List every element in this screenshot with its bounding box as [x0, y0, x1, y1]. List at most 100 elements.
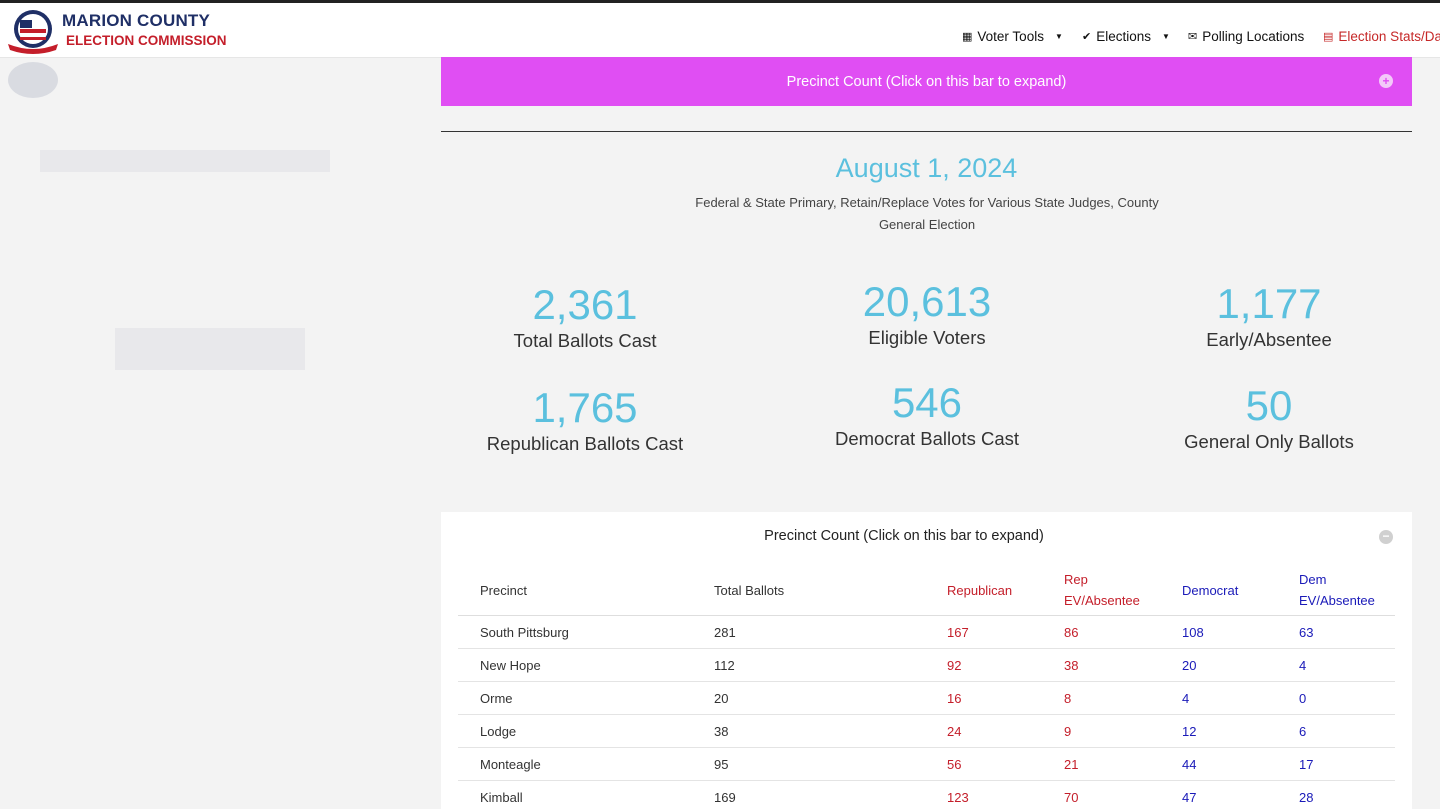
cell-rep-ev: 70	[1042, 780, 1160, 809]
cell-dem-ev: 0	[1277, 681, 1395, 715]
cell-republican: 167	[925, 615, 1042, 649]
cell-rep-ev: 38	[1042, 648, 1160, 682]
nav-elections-label: Elections	[1096, 29, 1151, 44]
election-description: Federal & State Primary, Retain/Replace …	[695, 195, 1159, 232]
cell-total: 169	[692, 780, 925, 809]
stat-value: 1,765	[532, 384, 638, 431]
col-republican[interactable]: Republican	[925, 565, 1042, 616]
col-total-ballots[interactable]: Total Ballots	[692, 565, 925, 616]
navbar: MARION COUNTY ELECTION COMMISSION ▦ Vote…	[0, 3, 1440, 58]
ghost-text-block	[40, 150, 330, 172]
table-row: Orme 20 16 8 4 0	[458, 681, 1395, 715]
stat-value: 2,361	[532, 281, 638, 328]
cell-precinct: South Pittsburg	[458, 615, 692, 649]
cell-democrat: 44	[1160, 747, 1277, 781]
stat-early-absentee: 1,177 Early/Absentee	[1119, 281, 1419, 351]
cell-democrat: 20	[1160, 648, 1277, 682]
cell-dem-ev: 6	[1277, 714, 1395, 748]
cell-dem-ev: 17	[1277, 747, 1395, 781]
cell-precinct: Monteagle	[458, 747, 692, 781]
cell-democrat: 4	[1160, 681, 1277, 715]
cell-democrat: 47	[1160, 780, 1277, 809]
cell-precinct: Orme	[458, 681, 692, 715]
col-rep-ev-line2: EV/Absentee	[1064, 593, 1140, 608]
logo-subtitle: ELECTION COMMISSION	[66, 33, 227, 48]
cell-total: 95	[692, 747, 925, 781]
stat-label: General Only Ballots	[1184, 431, 1354, 452]
precinct-table-toggle[interactable]: Precinct Count (Click on this bar to exp…	[764, 528, 1044, 544]
cell-dem-ev: 28	[1277, 780, 1395, 809]
table-row: South Pittsburg 281 167 86 108 63	[458, 615, 1395, 649]
table-row: Kimball 169 123 70 47 28	[458, 780, 1395, 809]
ballot-box-icon: ✉	[1188, 31, 1198, 43]
cell-rep-ev: 9	[1042, 714, 1160, 748]
col-dem-ev-absentee[interactable]: Dem EV/Absentee	[1277, 565, 1395, 616]
stat-democrat-ballots: 546 Democrat Ballots Cast	[777, 380, 1077, 450]
top-border	[0, 0, 1440, 3]
table-row: New Hope 112 92 38 20 4	[458, 648, 1395, 682]
table-row: Lodge 38 24 9 12 6	[458, 714, 1395, 748]
cell-precinct: Lodge	[458, 714, 692, 748]
cell-republican: 16	[925, 681, 1042, 715]
nav-election-stats[interactable]: ▤ Election Stats/Da	[1323, 29, 1440, 44]
stat-total-ballots: 2,361 Total Ballots Cast	[435, 282, 735, 352]
col-dem-ev-line2: EV/Absentee	[1299, 593, 1375, 608]
stat-label: Total Ballots Cast	[513, 330, 657, 351]
stat-label: Republican Ballots Cast	[486, 433, 684, 454]
col-rep-ev-line1: Rep	[1064, 572, 1088, 587]
stat-republican-ballots: 1,765 Republican Ballots Cast	[435, 385, 735, 455]
stat-label: Democrat Ballots Cast	[834, 428, 1020, 449]
stat-value: 1,177	[1216, 280, 1322, 327]
stat-label: Eligible Voters	[868, 327, 986, 348]
cell-democrat: 108	[1160, 615, 1277, 649]
nav-election-stats-label: Election Stats/Da	[1338, 29, 1440, 44]
cell-total: 281	[692, 615, 925, 649]
stat-general-only: 50 General Only Ballots	[1119, 383, 1419, 453]
nav-elections[interactable]: ✔ Elections ▼	[1082, 29, 1170, 44]
precinct-count-toggle-bar[interactable]: Precinct Count (Click on this bar to exp…	[441, 57, 1412, 106]
election-date: August 1, 2024	[835, 153, 1018, 183]
cell-republican: 56	[925, 747, 1042, 781]
section-divider	[441, 131, 1412, 132]
cell-republican: 123	[925, 780, 1042, 809]
table-header-row: Precinct Total Ballots Republican Rep EV…	[458, 565, 1395, 616]
precinct-table-card: Precinct Count (Click on this bar to exp…	[441, 512, 1412, 809]
nav-polling-locations[interactable]: ✉ Polling Locations	[1188, 29, 1304, 44]
precinct-count-toggle-label: Precinct Count (Click on this bar to exp…	[786, 73, 1067, 90]
expand-plus-icon[interactable]: +	[1379, 74, 1393, 88]
stat-value: 20,613	[862, 278, 992, 325]
cell-total: 38	[692, 714, 925, 748]
col-precinct[interactable]: Precinct	[458, 565, 692, 616]
check-circle-icon: ✔	[1082, 31, 1092, 43]
stat-label: Early/Absentee	[1206, 329, 1332, 350]
ghost-logo	[8, 62, 188, 102]
nav-voter-tools-label: Voter Tools	[977, 29, 1044, 44]
cell-rep-ev: 21	[1042, 747, 1160, 781]
document-icon: ▤	[1323, 31, 1334, 43]
cell-democrat: 12	[1160, 714, 1277, 748]
table-row: Monteagle 95 56 21 44 17	[458, 747, 1395, 781]
caret-down-icon: ▼	[1162, 32, 1170, 41]
ghost-date-block	[115, 328, 305, 370]
cell-republican: 24	[925, 714, 1042, 748]
cell-dem-ev: 4	[1277, 648, 1395, 682]
cell-rep-ev: 86	[1042, 615, 1160, 649]
nav-polling-locations-label: Polling Locations	[1202, 29, 1305, 44]
cell-rep-ev: 8	[1042, 681, 1160, 715]
precinct-table: Precinct Total Ballots Republican Rep EV…	[458, 565, 1395, 809]
col-dem-ev-line1: Dem	[1299, 572, 1327, 587]
caret-down-icon: ▼	[1054, 32, 1063, 41]
cell-total: 112	[692, 648, 925, 682]
cell-total: 20	[692, 681, 925, 715]
seal-icon	[8, 10, 58, 54]
collapse-minus-icon[interactable]: −	[1379, 530, 1393, 544]
site-logo[interactable]: MARION COUNTY ELECTION COMMISSION	[4, 6, 227, 56]
col-rep-ev-absentee[interactable]: Rep EV/Absentee	[1042, 565, 1160, 616]
stat-eligible-voters: 20,613 Eligible Voters	[777, 279, 1077, 349]
nav-voter-tools[interactable]: ▦ Voter Tools ▼	[962, 29, 1063, 44]
stat-value: 546	[891, 379, 963, 426]
cell-republican: 92	[925, 648, 1042, 682]
logo-title: MARION COUNTY	[62, 11, 211, 30]
cell-precinct: Kimball	[458, 780, 692, 809]
col-democrat[interactable]: Democrat	[1160, 565, 1277, 616]
